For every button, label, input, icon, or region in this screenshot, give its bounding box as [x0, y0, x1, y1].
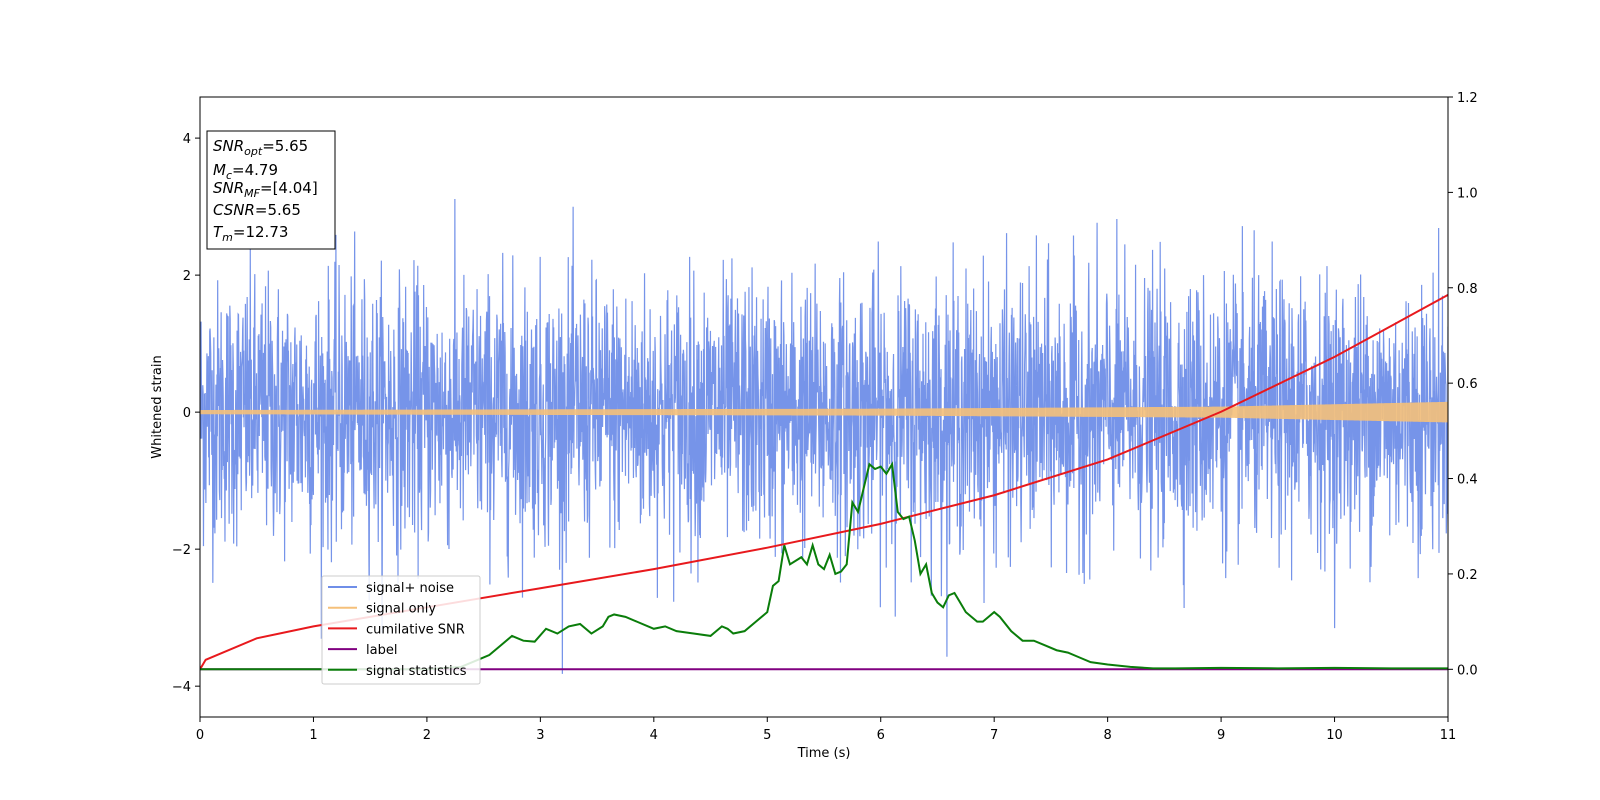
annotation-line: Mc=4.79 [213, 161, 278, 182]
y-left-tick-label: 0 [183, 406, 191, 421]
y-left-tick-label: −2 [172, 543, 191, 558]
series-signal-only [200, 401, 1448, 423]
series-signal-noise [200, 198, 1448, 674]
legend-entry: signal only [366, 602, 436, 617]
y-right-tick-label: 0.4 [1457, 473, 1478, 488]
x-tick-label: 10 [1326, 728, 1343, 743]
annotation-line: SNRopt=5.65 [213, 137, 308, 158]
y-left-tick-label: 2 [183, 269, 191, 284]
x-tick-label: 5 [763, 728, 771, 743]
y-axis-right-ticks: 0.0 0.2 0.4 0.6 0.8 1.0 1.2 [1448, 91, 1478, 678]
y-right-tick-label: 0.6 [1457, 377, 1478, 392]
series-signal-statistics [200, 461, 1448, 671]
legend-entry: signal+ noise [366, 581, 454, 596]
y-right-tick-label: 1.0 [1457, 186, 1478, 201]
legend-entry: cumilative SNR [366, 622, 465, 637]
x-axis-label: Time (s) [797, 746, 851, 761]
x-tick-label: 2 [423, 728, 431, 743]
x-tick-label: 4 [650, 728, 658, 743]
y-axis-label: Whitened strain [150, 355, 165, 458]
legend: signal+ noise signal only cumilative SNR la… [321, 575, 481, 685]
x-tick-label: 1 [309, 728, 317, 743]
x-tick-label: 8 [1103, 728, 1111, 743]
series-cumulative-snr [200, 294, 1448, 670]
x-tick-label: 9 [1217, 728, 1225, 743]
annotation-line: SNRMF=[4.04] [213, 179, 318, 200]
y-axis-left-ticks: −4 −2 0 2 4 [172, 132, 200, 695]
y-right-tick-label: 0.2 [1457, 568, 1478, 583]
y-right-tick-label: 0.8 [1457, 282, 1478, 297]
y-right-tick-label: 1.2 [1457, 91, 1478, 106]
y-right-tick-label: 0.0 [1457, 663, 1478, 678]
x-tick-label: 3 [536, 728, 544, 743]
x-tick-label: 0 [196, 728, 204, 743]
y-left-tick-label: 4 [183, 132, 191, 147]
x-tick-label: 7 [990, 728, 998, 743]
y-left-tick-label: −4 [172, 680, 191, 695]
legend-entry: label [366, 643, 397, 658]
legend-entry: signal statistics [366, 664, 467, 679]
annotation-line: Tm=12.73 [213, 223, 288, 244]
annotation-line: CSNR=5.65 [213, 201, 301, 219]
x-axis-ticks: 0 1 2 3 4 5 6 7 8 9 10 11 [196, 717, 1456, 743]
x-tick-label: 11 [1440, 728, 1457, 743]
x-tick-label: 6 [877, 728, 885, 743]
plot-frame [199, 96, 1449, 718]
